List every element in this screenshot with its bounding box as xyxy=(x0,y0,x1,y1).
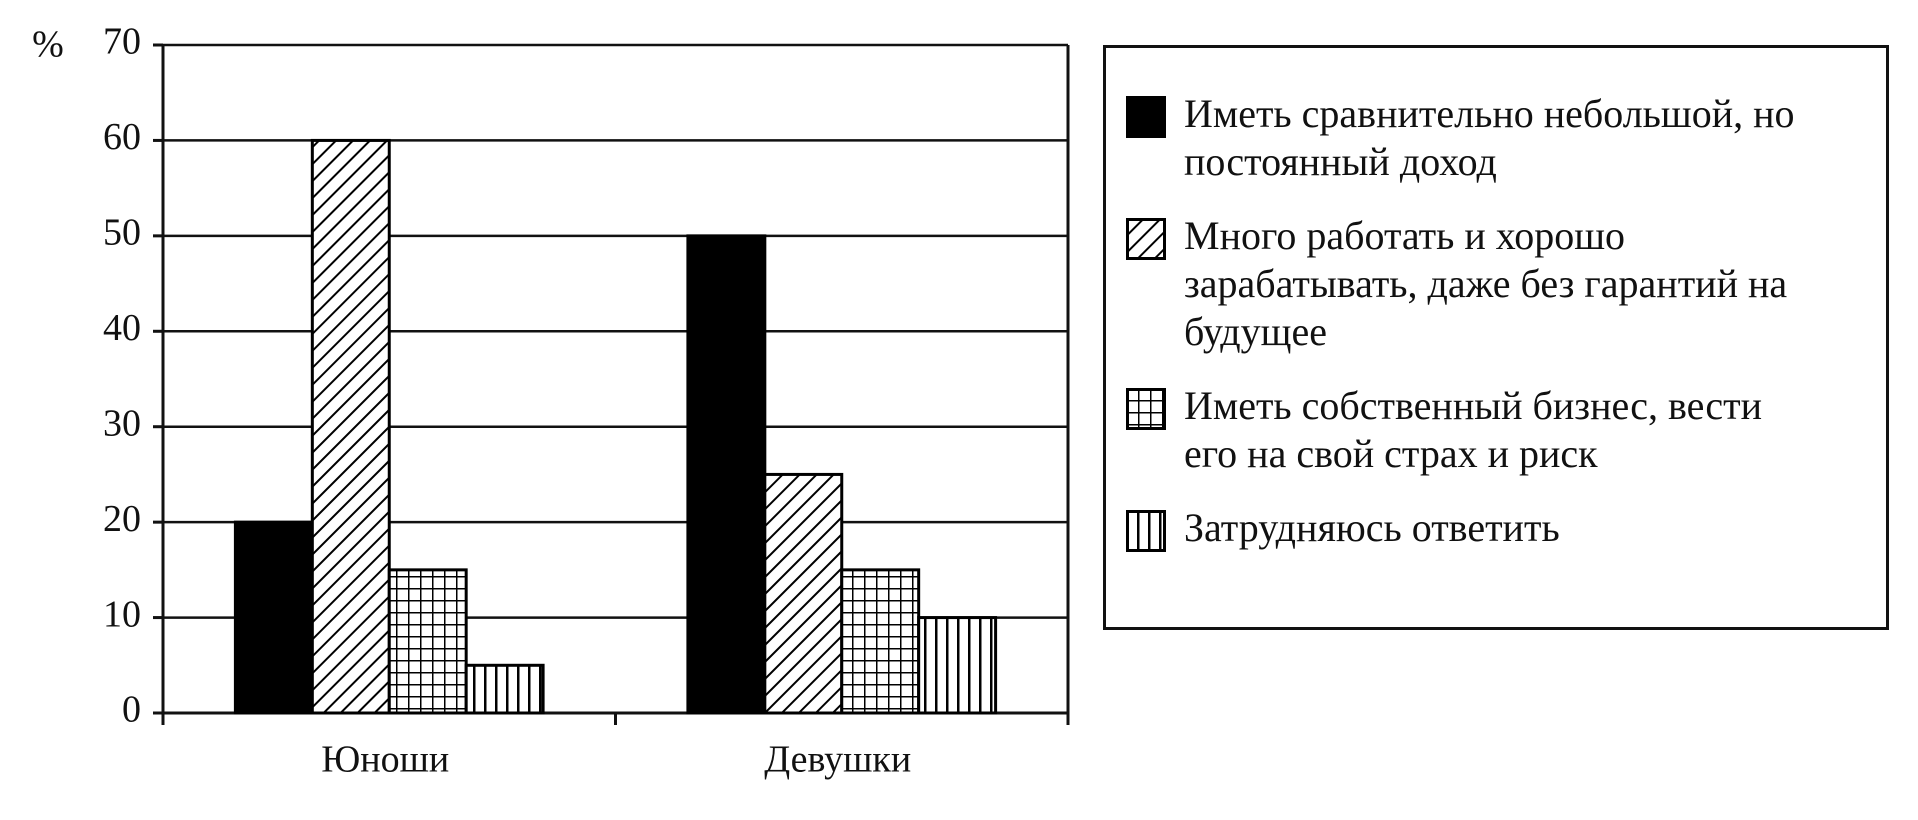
legend-swatch xyxy=(1126,510,1166,552)
legend-entry: Затрудняюсь ответить xyxy=(1126,504,1866,552)
legend-label: Затрудняюсь ответить xyxy=(1184,505,1560,550)
bar xyxy=(763,472,844,715)
bar xyxy=(310,138,391,715)
bar xyxy=(464,663,545,715)
legend-label: Иметь собственный бизнес, вести его на с… xyxy=(1184,383,1763,476)
y-axis-label: % xyxy=(32,24,64,66)
y-tick-label: 60 xyxy=(103,116,141,158)
legend-entry: Иметь собственный бизнес, вести его на с… xyxy=(1126,382,1866,478)
bar xyxy=(233,520,314,715)
legend-swatch xyxy=(1126,218,1166,260)
y-tick-label: 50 xyxy=(103,212,141,254)
legend-swatch xyxy=(1126,388,1166,430)
y-tick-label: 30 xyxy=(103,402,141,444)
legend-swatch-box xyxy=(1126,388,1166,430)
x-tick-label: Девушки xyxy=(764,739,911,781)
y-tick-label: 40 xyxy=(103,307,141,349)
legend-swatch-box xyxy=(1126,218,1166,260)
y-tick-label: 20 xyxy=(103,498,141,540)
bar xyxy=(840,568,921,715)
legend-swatch-box xyxy=(1126,510,1166,552)
legend-swatch xyxy=(1126,96,1166,138)
bar xyxy=(387,568,468,715)
legend-label: Много работать и хорошо зарабатывать, да… xyxy=(1184,213,1788,354)
legend-label: Иметь сравнительно небольшой, но постоян… xyxy=(1184,91,1795,184)
bar xyxy=(686,234,767,715)
y-tick-label: 10 xyxy=(103,593,141,635)
x-tick-label: Юноши xyxy=(321,739,449,781)
legend-swatch-box xyxy=(1126,96,1166,138)
legend-entry: Иметь сравнительно небольшой, но постоян… xyxy=(1126,90,1866,186)
bar xyxy=(917,616,998,715)
y-tick-label: 0 xyxy=(122,689,141,731)
legend-entry: Много работать и хорошо зарабатывать, да… xyxy=(1126,212,1866,356)
legend: Иметь сравнительно небольшой, но постоян… xyxy=(1103,45,1889,630)
y-tick-label: 70 xyxy=(103,21,141,63)
